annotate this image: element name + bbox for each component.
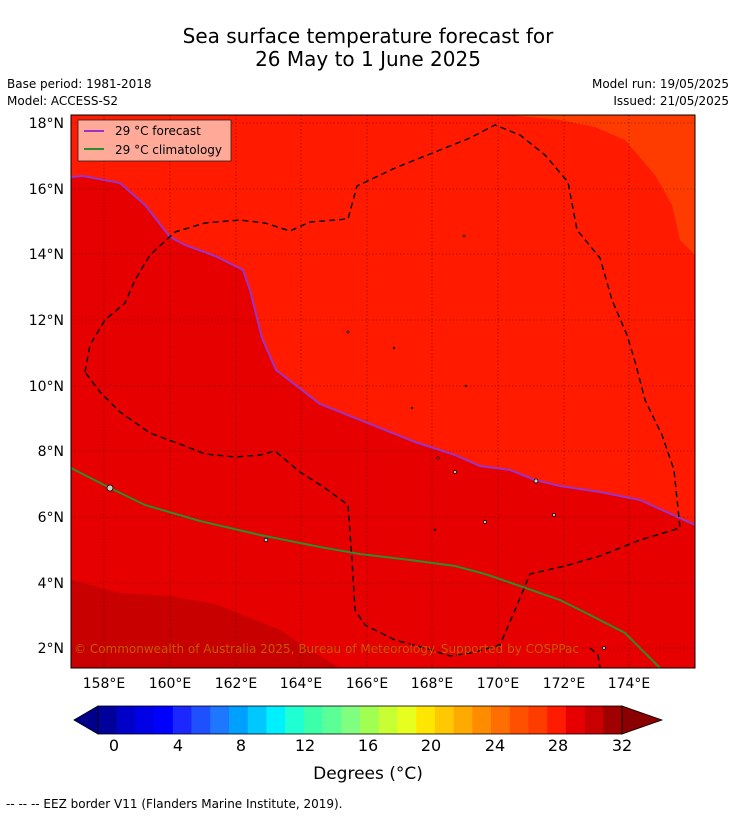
cb-tick-8: 8 bbox=[236, 736, 246, 755]
cb-tick-0: 0 bbox=[109, 736, 119, 755]
copyright-text: © Commonwealth of Australia 2025, Bureau… bbox=[74, 642, 579, 656]
colorbar-cell bbox=[154, 706, 174, 734]
lat-tick-10n: 10°N bbox=[29, 379, 64, 395]
colorbar-cell bbox=[565, 706, 585, 734]
colorbar-cell bbox=[509, 706, 529, 734]
colorbar-cell bbox=[229, 706, 249, 734]
lon-tick-158e: 158°E bbox=[83, 676, 126, 692]
lat-tick-2n: 2°N bbox=[38, 641, 64, 657]
colorbar-cell bbox=[135, 706, 155, 734]
model-text: Model: ACCESS-S2 bbox=[7, 94, 119, 108]
lat-tick-16n: 16°N bbox=[29, 182, 64, 198]
colorbar-cell bbox=[210, 706, 230, 734]
colorbar-cells bbox=[98, 706, 623, 734]
cb-tick-4: 4 bbox=[173, 736, 183, 755]
temperature-map: © Commonwealth of Australia 2025, Bureau… bbox=[71, 115, 695, 668]
eez-footnote: -- -- -- EEZ border V11 (Flanders Marine… bbox=[6, 797, 343, 811]
colorbar-cell bbox=[266, 706, 286, 734]
band-28c bbox=[71, 580, 340, 668]
lon-tick-168e: 168°E bbox=[411, 676, 454, 692]
map-legend: 29 °C forecast 29 °C climatology bbox=[77, 119, 232, 162]
legend-forecast-label: 29 °C forecast bbox=[115, 124, 201, 138]
lat-ticks: 18°N 16°N 14°N 12°N 10°N 8°N 6°N 4°N 2°N bbox=[29, 116, 64, 657]
band-29c bbox=[71, 176, 695, 668]
colorbar-cell bbox=[472, 706, 492, 734]
colorbar-label: Degrees (°C) bbox=[313, 764, 423, 784]
lon-tick-160e: 160°E bbox=[149, 676, 192, 692]
band-31c bbox=[510, 115, 695, 255]
lon-ticks: 158°E 160°E 162°E 164°E 166°E 168°E 170°… bbox=[83, 676, 651, 692]
eez-border-south bbox=[589, 647, 601, 668]
colorbar-cell bbox=[172, 706, 192, 734]
cb-tick-32: 32 bbox=[612, 736, 632, 755]
cb-tick-24: 24 bbox=[485, 736, 505, 755]
lon-tick-164e: 164°E bbox=[280, 676, 323, 692]
cb-tick-16: 16 bbox=[358, 736, 378, 755]
colorbar-cell bbox=[98, 706, 118, 734]
climatology-29c-contour bbox=[71, 467, 661, 668]
colorbar-cell bbox=[303, 706, 323, 734]
colorbar-cell bbox=[322, 706, 342, 734]
colorbar-cell bbox=[341, 706, 361, 734]
map-title-line2: 26 May to 1 June 2025 bbox=[255, 47, 481, 71]
forecast-29c-contour bbox=[71, 174, 695, 526]
cb-tick-28: 28 bbox=[548, 736, 568, 755]
colorbar-cell bbox=[547, 706, 567, 734]
colorbar bbox=[73, 705, 664, 735]
cb-tick-12: 12 bbox=[295, 736, 315, 755]
model-run-text: Model run: 19/05/2025 bbox=[591, 77, 729, 91]
colorbar-cell bbox=[247, 706, 267, 734]
colorbar-max-arrow bbox=[621, 705, 664, 735]
colorbar-cell bbox=[116, 706, 136, 734]
eez-border bbox=[84, 124, 681, 657]
map-title-line1: Sea surface temperature forecast for bbox=[182, 24, 554, 48]
lon-tick-170e: 170°E bbox=[477, 676, 520, 692]
colorbar-cell bbox=[434, 706, 454, 734]
colorbar-cell bbox=[191, 706, 211, 734]
colorbar-cell bbox=[397, 706, 417, 734]
colorbar-cell bbox=[603, 706, 623, 734]
lat-tick-4n: 4°N bbox=[38, 576, 64, 592]
lat-tick-18n: 18°N bbox=[29, 116, 64, 132]
lon-tick-162e: 162°E bbox=[215, 676, 258, 692]
cb-tick-20: 20 bbox=[421, 736, 441, 755]
colorbar-cell bbox=[584, 706, 604, 734]
legend-climatology-label: 29 °C climatology bbox=[115, 143, 222, 157]
lat-tick-14n: 14°N bbox=[29, 247, 64, 263]
lat-tick-8n: 8°N bbox=[38, 444, 64, 460]
lon-tick-172e: 172°E bbox=[543, 676, 586, 692]
colorbar-cell bbox=[528, 706, 548, 734]
map-frame bbox=[70, 114, 696, 669]
colorbar-ticks: 0 4 8 12 16 20 24 28 32 bbox=[109, 736, 632, 755]
lat-tick-12n: 12°N bbox=[29, 313, 64, 329]
colorbar-cell bbox=[491, 706, 511, 734]
islands bbox=[106, 234, 606, 650]
colorbar-cell bbox=[378, 706, 398, 734]
colorbar-min-arrow bbox=[73, 705, 99, 735]
colorbar-cell bbox=[360, 706, 380, 734]
lon-tick-166e: 166°E bbox=[346, 676, 389, 692]
grid-lines bbox=[71, 115, 695, 668]
lon-tick-174e: 174°E bbox=[608, 676, 651, 692]
colorbar-cell bbox=[285, 706, 305, 734]
base-period-text: Base period: 1981-2018 bbox=[7, 77, 152, 91]
colorbar-cell bbox=[453, 706, 473, 734]
lat-tick-6n: 6°N bbox=[38, 510, 64, 526]
issued-text: Issued: 21/05/2025 bbox=[613, 94, 729, 108]
colorbar-cell bbox=[416, 706, 436, 734]
